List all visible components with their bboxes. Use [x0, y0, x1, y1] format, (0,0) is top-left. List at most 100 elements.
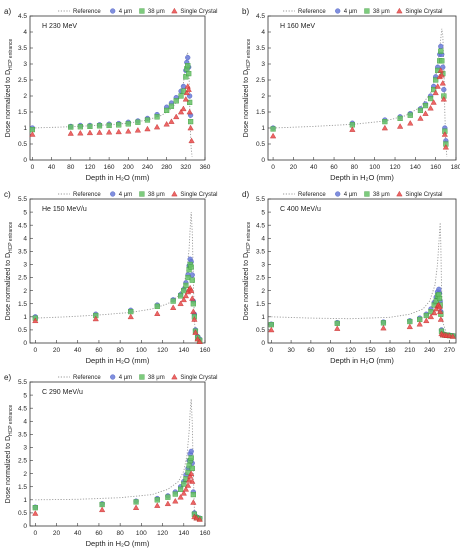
y-tick-label: 0	[261, 157, 265, 164]
data-point-square	[181, 288, 187, 294]
y-tick-label: 5	[23, 209, 27, 216]
chart-panel-4: d) 0 30 60 90 120 150 180 210 240 270 0 0.5 1 1.5 2 2.5 3…	[242, 190, 457, 365]
x-tick-label: 100	[136, 347, 147, 354]
y-tick-label: 4	[261, 29, 265, 36]
data-point-square	[106, 122, 112, 129]
data-point-triangle	[185, 86, 192, 92]
data-point-triangle	[188, 470, 195, 476]
y-tick-label: 5	[23, 392, 27, 399]
y-tick-label: 0.5	[18, 141, 27, 148]
x-tick-label: 90	[327, 347, 335, 354]
y-tick-label: 4.5	[256, 13, 265, 20]
beam-annotation: He 150 MeV/u	[42, 206, 87, 213]
y-tick-label: 4.5	[18, 13, 27, 20]
y-tick-label: 5.5	[18, 379, 27, 386]
reference-curve	[32, 51, 193, 157]
data-point-triangle	[196, 516, 203, 522]
data-point-square	[407, 112, 413, 118]
data-point-triangle	[164, 500, 171, 507]
x-tick-label: 120	[85, 164, 96, 171]
plot-area	[29, 15, 206, 161]
legend-swatch-circle	[335, 8, 341, 14]
y-axis-label: Dose normalized to DHCP entrance	[243, 38, 252, 137]
data-point-triangle	[446, 332, 453, 338]
x-tick-label: 160	[200, 530, 211, 537]
x-tick-label: 150	[365, 347, 376, 354]
y-tick-label: 1.5	[18, 484, 27, 491]
legend-swatch-square	[139, 191, 145, 197]
data-point-circle	[185, 54, 191, 61]
y-tick-label: 4	[261, 235, 265, 242]
data-point-triangle	[177, 494, 184, 500]
data-point-circle	[441, 86, 447, 93]
legend-label: Single Crystal	[405, 192, 442, 198]
x-tick-label: 180	[385, 347, 396, 354]
beam-annotation: C 290 MeV/u	[42, 389, 83, 396]
x-axis-label: Depth in H₂O (mm)	[86, 539, 150, 548]
data-point-triangle	[196, 338, 203, 344]
x-tick-label: 20	[53, 530, 61, 537]
data-point-triangle	[190, 308, 197, 314]
data-point-square	[186, 70, 192, 77]
x-tick-label: 140	[178, 347, 189, 354]
data-point-triangle	[182, 486, 190, 492]
data-point-square	[185, 274, 191, 281]
x-axis-label: Depth in H₂O (mm)	[330, 356, 394, 365]
data-point-triangle	[422, 110, 429, 116]
data-point-square	[436, 295, 443, 302]
beam-annotation: H 230 MeV	[42, 23, 77, 30]
data-point-triangle	[182, 292, 190, 299]
legend-swatch-triangle	[171, 7, 178, 14]
beam-annotation: C 400 MeV/u	[280, 206, 321, 213]
panel-label: c)	[4, 190, 11, 199]
data-point-triangle	[153, 123, 161, 130]
y-tick-label: 1.5	[18, 301, 27, 308]
data-point-triangle	[29, 131, 36, 137]
y-tick-label: 2	[23, 288, 27, 295]
data-point-triangle	[438, 72, 445, 78]
legend: Reference 4 μm 38 μm Single Crystal	[58, 373, 217, 381]
legend-swatch-circle	[110, 374, 116, 380]
data-point-square	[422, 102, 429, 109]
data-point-triangle	[430, 99, 437, 105]
legend-swatch-triangle	[171, 373, 178, 380]
y-axis-label: Dose normalized to DHCP entrance	[5, 404, 14, 503]
y-tick-label: 2	[261, 288, 265, 295]
x-tick-label: 160	[200, 347, 211, 354]
y-tick-label: 3.5	[18, 249, 27, 256]
y-tick-label: 1	[23, 125, 27, 132]
data-point-square	[423, 312, 429, 319]
y-tick-label: 2.5	[18, 77, 27, 84]
y-tick-label: 2	[23, 93, 27, 100]
data-point-square	[190, 301, 196, 307]
data-point-square	[96, 123, 103, 129]
data-point-square	[188, 455, 194, 461]
y-tick-label: 2	[261, 93, 265, 100]
y-tick-label: 3	[23, 262, 27, 269]
data-point-square	[183, 74, 189, 80]
data-point-square	[270, 126, 276, 132]
data-point-triangle	[397, 123, 404, 129]
chart-panel-1: a) 0 40 80 120 160 200 240 280 320 360 0 0.5 1 1.5 2 2.5…	[4, 7, 217, 182]
legend-label: 38 μm	[373, 192, 390, 198]
data-point-square	[144, 117, 151, 123]
data-point-square	[178, 486, 184, 492]
x-tick-label: 20	[290, 164, 298, 171]
legend-label: Reference	[298, 192, 326, 198]
y-tick-label: 4	[23, 235, 27, 242]
data-point-square	[334, 320, 340, 326]
x-axis-label: Depth in H₂O (mm)	[86, 356, 150, 365]
x-tick-label: 60	[95, 530, 103, 537]
x-tick-label: 140	[410, 164, 421, 171]
x-tick-label: 80	[117, 530, 125, 537]
y-tick-label: 2.5	[256, 77, 265, 84]
data-point-triangle	[32, 510, 39, 516]
data-point-triangle	[423, 317, 430, 324]
data-point-triangle	[188, 287, 195, 293]
data-point-square	[431, 86, 437, 93]
data-point-triangle	[442, 144, 449, 150]
reference-curve	[273, 28, 448, 157]
y-tick-label: 1.5	[256, 109, 265, 116]
y-axis-label: Dose normalized to DHCP entrance	[5, 221, 14, 320]
legend-label: 4 μm	[119, 192, 132, 198]
